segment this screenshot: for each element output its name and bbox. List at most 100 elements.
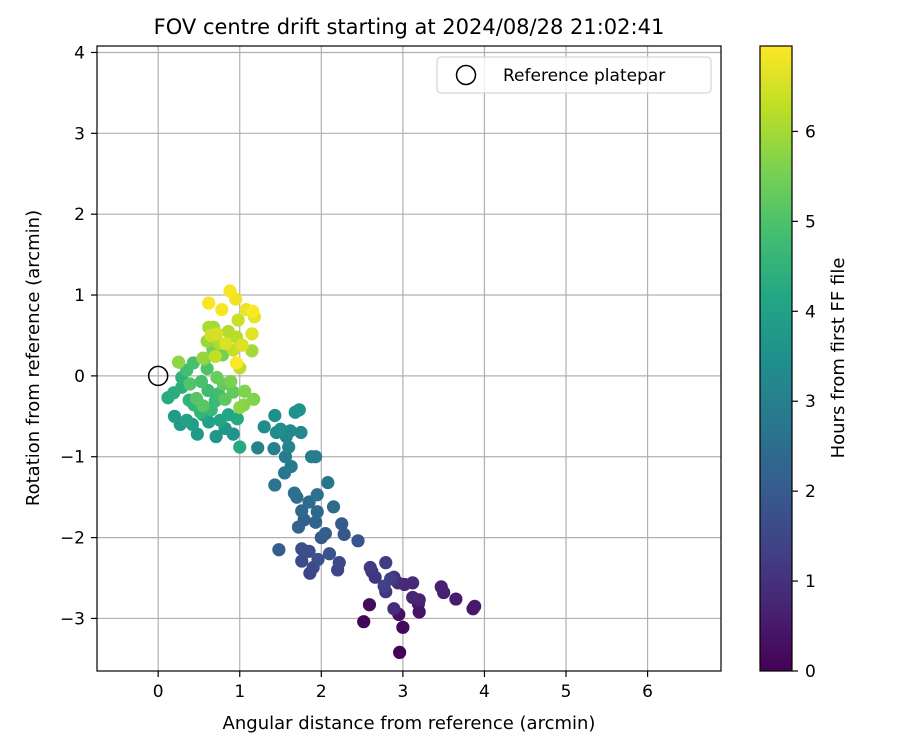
legend-box <box>436 56 712 94</box>
y-tick-label: 1 <box>74 286 85 306</box>
scatter-point <box>230 412 244 426</box>
scatter-point <box>219 336 233 351</box>
scatter-point <box>310 505 324 519</box>
plot-frame <box>96 45 722 672</box>
scatter-point <box>295 554 309 568</box>
scatter-point <box>267 442 281 456</box>
y-tick-label: −2 <box>60 529 85 549</box>
scatter-point <box>291 520 306 534</box>
scatter-point <box>196 351 210 365</box>
scatter-point <box>283 424 297 438</box>
scatter-point <box>171 355 186 369</box>
scatter-point <box>210 370 224 385</box>
x-axis-label: Angular distance from reference (arcmin) <box>223 713 596 734</box>
scatter-point <box>351 534 365 548</box>
x-tick-label: 5 <box>561 682 572 702</box>
scatter-point <box>302 544 316 558</box>
scatter-point <box>321 476 335 490</box>
colorbar-gradient <box>759 45 793 672</box>
chart-title: FOV centre drift starting at 2024/08/28 … <box>154 15 665 39</box>
scatter-point <box>194 374 209 389</box>
scatter-point <box>273 422 288 436</box>
scatter-point <box>268 478 282 492</box>
scatter-point <box>309 515 323 529</box>
x-tick-label: 2 <box>316 682 327 702</box>
y-tick-label: 0 <box>74 367 85 387</box>
scatter-point <box>196 399 210 413</box>
scatter-point <box>393 645 407 660</box>
colorbar-tick-label: 2 <box>805 482 816 502</box>
scatter-point <box>209 429 223 444</box>
legend: Reference platepar <box>436 56 712 94</box>
scatter-point <box>223 284 237 298</box>
y-tick-label: −1 <box>60 448 85 468</box>
scatter-point <box>226 385 240 399</box>
legend-label-reference-platepar: Reference platepar <box>503 66 665 86</box>
scatter-point <box>357 615 371 629</box>
scatter-point <box>231 313 245 327</box>
scatter-point <box>309 450 323 464</box>
scatter-point <box>406 590 420 605</box>
scatter-point <box>311 552 325 567</box>
y-tick-label: 2 <box>74 205 85 225</box>
scatter-point <box>224 374 238 389</box>
scatter-point <box>247 392 261 406</box>
y-axis-ticks: −3 −2 −1 0 1 2 3 4 <box>60 43 97 629</box>
scatter-point <box>406 576 420 590</box>
scatter-point <box>326 500 341 514</box>
y-tick-label: 3 <box>74 124 85 144</box>
scatter-point <box>210 327 224 341</box>
scatter-point <box>268 408 282 423</box>
scatter-point <box>246 304 260 318</box>
colorbar-tick-label: 6 <box>805 122 816 142</box>
colorbar-label: Hours from first FF file <box>828 258 849 459</box>
colorbar-tick-label: 1 <box>805 572 816 592</box>
scatter-point <box>233 440 247 454</box>
scatter-point <box>363 560 377 575</box>
colorbar: 0 1 2 3 4 5 6 Hours from first FF file <box>759 45 849 682</box>
scatter-point <box>245 327 259 341</box>
scatter-point <box>434 580 448 594</box>
scatter-point <box>379 556 393 570</box>
colorbar-tick-label: 4 <box>805 302 816 322</box>
scatter-point <box>332 556 346 570</box>
scatter-point <box>251 441 265 455</box>
scatter-point <box>337 527 351 541</box>
scatter-point <box>377 579 391 593</box>
scatter-point <box>310 488 324 502</box>
scatter-point <box>245 344 259 358</box>
x-tick-label: 6 <box>642 682 653 702</box>
y-axis-label: Rotation from reference (arcmin) <box>23 210 44 506</box>
scatter-point <box>468 599 482 613</box>
scatter-point <box>362 598 377 612</box>
colorbar-tick-label: 0 <box>805 662 816 682</box>
scatter-points <box>161 284 482 660</box>
scatter-point <box>294 425 308 440</box>
x-tick-label: 4 <box>479 682 490 702</box>
reference-layer <box>147 365 169 387</box>
x-tick-label: 0 <box>153 682 164 702</box>
scatter-point <box>295 504 309 518</box>
x-axis-ticks: 0 1 2 3 4 5 6 <box>153 671 653 702</box>
scatter-point <box>449 592 463 606</box>
scatter-point <box>202 296 216 310</box>
legend-marker-open-circle <box>455 64 477 86</box>
scatter-point <box>272 543 286 557</box>
scatter-point <box>233 400 247 415</box>
scatter-point <box>215 302 229 317</box>
scatter-point <box>235 338 249 352</box>
scatter-point <box>318 526 332 541</box>
scatter-point <box>183 377 197 391</box>
scatter-point <box>186 356 200 370</box>
colorbar-ticks: 0 1 2 3 4 5 6 <box>792 122 816 682</box>
scatter-point <box>387 602 401 616</box>
scatter-point <box>284 459 298 474</box>
scatter-point <box>287 486 301 500</box>
scatter-point <box>238 384 252 398</box>
scatter-point <box>229 356 244 370</box>
y-tick-label: 4 <box>74 43 85 63</box>
scatter-point <box>257 420 271 434</box>
x-tick-label: 3 <box>397 682 408 702</box>
scatter-point <box>282 440 296 454</box>
